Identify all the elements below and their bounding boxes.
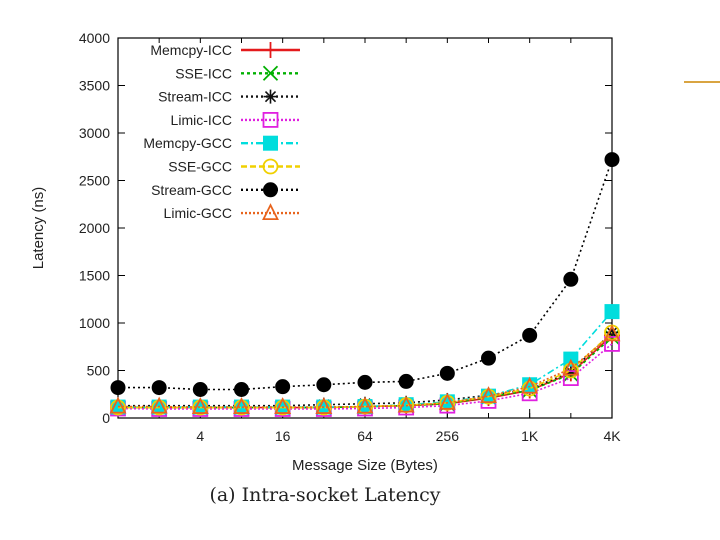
legend-label: SSE-ICC <box>175 65 232 81</box>
series-line <box>118 311 613 408</box>
y-tick-label: 4000 <box>79 30 110 46</box>
data-point <box>357 374 373 390</box>
figure-caption: (a) Intra-socket Latency <box>209 484 441 506</box>
data-point <box>315 397 333 414</box>
y-tick-label: 2500 <box>79 173 110 189</box>
data-point <box>191 397 209 414</box>
legend-marker <box>263 182 278 198</box>
data-point <box>192 382 208 397</box>
legend-marker <box>263 89 278 104</box>
legend: Memcpy-ICC SSE-ICC Stream-ICC Limic-ICC Memc… <box>143 42 300 221</box>
x-tick-label: 1K <box>521 428 539 444</box>
x-axis: 4 16 64 256 1K 4K <box>117 38 621 444</box>
series-limic-gcc <box>109 324 621 414</box>
series-line <box>118 333 613 408</box>
x-tick-label: 4 <box>196 428 204 444</box>
data-point <box>398 373 414 389</box>
legend-label: Limic-GCC <box>164 205 232 221</box>
data-point <box>563 271 579 287</box>
y-tick-label: 1500 <box>79 268 110 284</box>
data-point <box>562 358 580 376</box>
data-point <box>521 380 538 397</box>
data-point <box>604 152 620 168</box>
data-point <box>481 350 496 366</box>
y-tick-label: 500 <box>87 363 111 379</box>
series-layer <box>109 152 621 417</box>
legend-marker <box>262 158 279 175</box>
series-stream-gcc <box>110 152 620 397</box>
x-tick-label: 256 <box>436 428 460 444</box>
y-axis-label: Latency (ns) <box>30 187 47 270</box>
x-tick-label: 64 <box>357 428 373 444</box>
x-tick-label: 4K <box>603 428 621 444</box>
y-tick-label: 2000 <box>79 220 110 236</box>
data-point <box>397 395 415 413</box>
data-point <box>109 396 127 414</box>
data-point <box>604 335 620 352</box>
data-point <box>604 304 620 320</box>
data-point <box>233 397 250 414</box>
side-decoration-line <box>684 81 720 83</box>
x-tick-label: 16 <box>275 428 291 444</box>
y-tick-label: 3500 <box>79 78 110 94</box>
data-point <box>438 392 456 410</box>
data-point <box>316 377 332 393</box>
legend-label: Limic-ICC <box>171 112 232 128</box>
data-point <box>356 396 374 414</box>
data-point <box>275 379 291 395</box>
y-tick-label: 1000 <box>79 315 110 331</box>
y-tick-label: 3000 <box>79 125 110 141</box>
legend-marker <box>263 135 278 151</box>
data-point <box>480 386 497 404</box>
data-point <box>439 365 455 381</box>
legend-label: Stream-ICC <box>158 89 232 105</box>
data-point <box>151 380 167 396</box>
legend-marker <box>262 203 279 221</box>
data-point <box>562 362 579 379</box>
data-point <box>150 396 168 414</box>
legend-marker <box>262 65 279 81</box>
legend-label: SSE-GCC <box>168 159 232 175</box>
series-line <box>118 331 613 407</box>
data-point <box>521 376 539 394</box>
legend-label: Stream-GCC <box>151 182 232 198</box>
series-line <box>118 331 613 409</box>
data-point <box>110 380 126 396</box>
y-tick-label: 0 <box>102 410 110 426</box>
legend-marker <box>262 42 279 58</box>
data-point <box>274 397 292 414</box>
x-axis-label: Message Size (Bytes) <box>292 457 438 474</box>
legend-label: Memcpy-GCC <box>143 135 232 151</box>
legend-label: Memcpy-ICC <box>150 42 232 58</box>
data-point <box>562 370 579 387</box>
legend-marker <box>262 112 279 128</box>
y-axis: 0 500 1000 1500 2000 2500 3000 3500 4000 <box>79 30 612 426</box>
data-point <box>234 382 249 397</box>
data-point <box>522 327 538 343</box>
data-point <box>603 324 621 342</box>
